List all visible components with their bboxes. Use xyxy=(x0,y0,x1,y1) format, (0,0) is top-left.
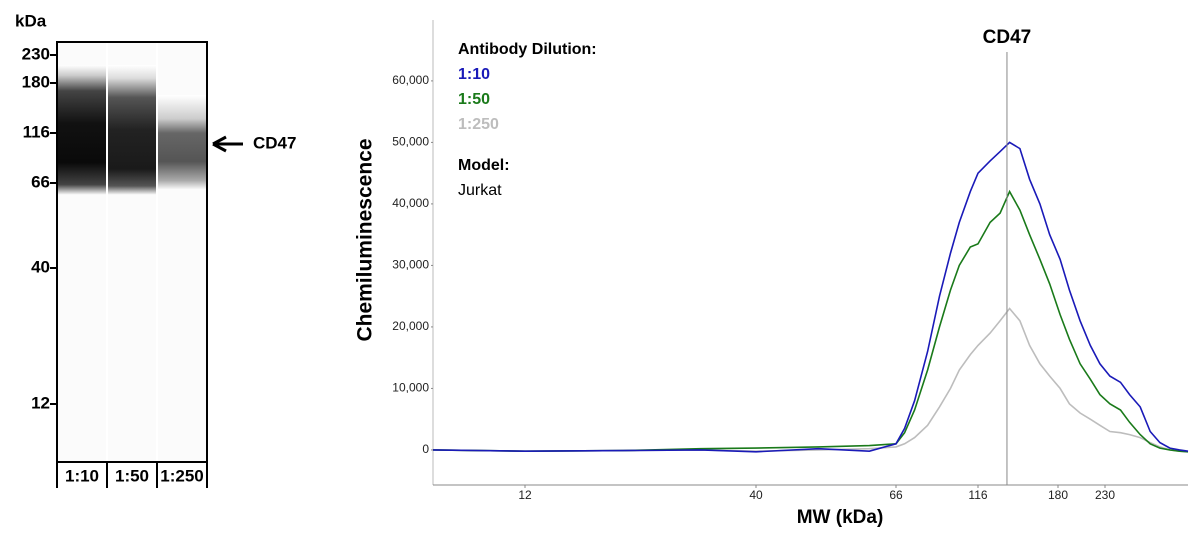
y-tick-label: 20,000 xyxy=(392,319,429,333)
band xyxy=(108,65,156,195)
x-axis-title: MW (kDa) xyxy=(797,507,884,528)
x-tick-label: 40 xyxy=(749,488,763,502)
marker-label: 12 xyxy=(31,393,50,412)
series-line xyxy=(432,307,1189,453)
legend-entry: 1:250 xyxy=(458,116,499,133)
y-tick-label: 50,000 xyxy=(392,135,429,149)
gel: kDa CD47 xyxy=(15,11,296,488)
series-line xyxy=(432,141,1189,453)
lane-label: 1:250 xyxy=(160,466,203,485)
band-label: CD47 xyxy=(253,133,296,152)
y-axis-title: Chemiluminescence xyxy=(354,138,377,341)
model-name: Jurkat xyxy=(458,182,502,199)
band xyxy=(158,95,206,190)
x-tick-label: 66 xyxy=(889,488,903,502)
y-tick-label: 0 xyxy=(422,442,429,456)
marker-label: CD47 xyxy=(983,27,1032,48)
y-tick-label: 10,000 xyxy=(392,381,429,395)
y-tick-label: 40,000 xyxy=(392,196,429,210)
series-line xyxy=(432,189,1189,453)
legend-title: Antibody Dilution: xyxy=(458,41,597,58)
y-tick-label: 60,000 xyxy=(392,73,429,87)
gel-unit: kDa xyxy=(15,11,47,30)
marker-label: 66 xyxy=(31,172,50,191)
x-tick-label: 116 xyxy=(968,488,987,502)
legend-entry: 1:10 xyxy=(458,66,490,83)
x-tick-label: 180 xyxy=(1048,488,1068,502)
lane-label: 1:50 xyxy=(115,466,149,485)
legend-entry: 1:50 xyxy=(458,91,490,108)
x-tick-label: 12 xyxy=(518,488,532,502)
marker-label: 116 xyxy=(23,122,50,141)
band-arrow xyxy=(212,135,243,153)
marker-label: 180 xyxy=(22,72,50,91)
band xyxy=(58,65,106,195)
marker-label: 40 xyxy=(31,257,50,276)
model-title: Model: xyxy=(458,157,510,174)
x-tick-label: 230 xyxy=(1095,488,1115,502)
lane-label: 1:10 xyxy=(65,466,99,485)
y-tick-label: 30,000 xyxy=(392,258,429,272)
marker-label: 230 xyxy=(22,44,50,63)
